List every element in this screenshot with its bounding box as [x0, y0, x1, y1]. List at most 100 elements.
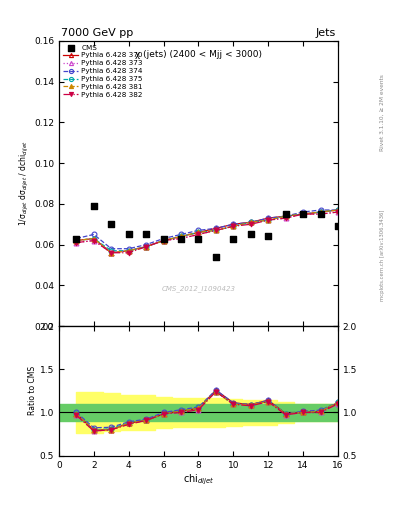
Pythia 6.428 382 — [283, 215, 288, 221]
Pythia 6.428 370 — [336, 207, 340, 213]
Pythia 6.428 373 — [179, 236, 184, 242]
Pythia 6.428 375 — [213, 227, 218, 233]
Pythia 6.428 370 — [318, 209, 323, 215]
Line: Pythia 6.428 375: Pythia 6.428 375 — [74, 207, 340, 253]
Pythia 6.428 375 — [231, 223, 236, 229]
Pythia 6.428 382 — [144, 244, 149, 250]
Line: Pythia 6.428 373: Pythia 6.428 373 — [74, 209, 340, 255]
Pythia 6.428 382 — [248, 221, 253, 227]
Pythia 6.428 373 — [248, 219, 253, 225]
Pythia 6.428 375 — [144, 244, 149, 250]
Pythia 6.428 382 — [231, 223, 236, 229]
Pythia 6.428 375 — [74, 238, 79, 244]
Pythia 6.428 381 — [318, 209, 323, 215]
Bar — [59, 404, 338, 421]
Pythia 6.428 374 — [109, 246, 114, 252]
Pythia 6.428 373 — [213, 227, 218, 233]
Pythia 6.428 373 — [109, 250, 114, 256]
Y-axis label: Ratio to CMS: Ratio to CMS — [28, 366, 37, 415]
CMS — [248, 230, 254, 239]
Pythia 6.428 381 — [213, 227, 218, 233]
Pythia 6.428 374 — [231, 221, 236, 227]
Pythia 6.428 381 — [74, 238, 79, 244]
Pythia 6.428 370 — [231, 221, 236, 227]
CMS — [143, 230, 149, 239]
Text: CMS_2012_I1090423: CMS_2012_I1090423 — [162, 286, 235, 292]
Pythia 6.428 370 — [248, 219, 253, 225]
Pythia 6.428 370 — [196, 229, 201, 236]
Pythia 6.428 370 — [161, 238, 166, 244]
Pythia 6.428 381 — [92, 236, 96, 242]
Pythia 6.428 374 — [92, 231, 96, 238]
Pythia 6.428 381 — [248, 219, 253, 225]
Pythia 6.428 374 — [336, 207, 340, 213]
Pythia 6.428 382 — [127, 250, 131, 256]
Pythia 6.428 382 — [301, 211, 305, 217]
Pythia 6.428 374 — [74, 236, 79, 242]
Pythia 6.428 370 — [92, 236, 96, 242]
Pythia 6.428 374 — [301, 209, 305, 215]
Text: mcplots.cern.ch [arXiv:1306.3436]: mcplots.cern.ch [arXiv:1306.3436] — [380, 209, 385, 301]
CMS — [160, 234, 167, 243]
CMS — [126, 230, 132, 239]
Pythia 6.428 370 — [109, 250, 114, 256]
Pythia 6.428 375 — [109, 248, 114, 254]
Pythia 6.428 373 — [196, 231, 201, 238]
Pythia 6.428 382 — [161, 238, 166, 244]
Legend: CMS, Pythia 6.428 370, Pythia 6.428 373, Pythia 6.428 374, Pythia 6.428 375, Pyt: CMS, Pythia 6.428 370, Pythia 6.428 373,… — [61, 43, 144, 99]
X-axis label: chi$_{dijet}$: chi$_{dijet}$ — [183, 472, 214, 487]
Pythia 6.428 374 — [144, 242, 149, 248]
CMS — [335, 222, 341, 230]
Pythia 6.428 381 — [161, 238, 166, 244]
Pythia 6.428 373 — [231, 223, 236, 229]
Pythia 6.428 370 — [266, 215, 271, 221]
Pythia 6.428 373 — [74, 240, 79, 246]
Text: Jets: Jets — [316, 28, 336, 38]
Pythia 6.428 382 — [92, 238, 96, 244]
Pythia 6.428 382 — [266, 217, 271, 223]
Pythia 6.428 382 — [213, 227, 218, 233]
Pythia 6.428 382 — [318, 211, 323, 217]
Pythia 6.428 381 — [266, 217, 271, 223]
Pythia 6.428 373 — [127, 248, 131, 254]
CMS — [283, 210, 289, 218]
CMS — [318, 210, 324, 218]
Pythia 6.428 381 — [301, 211, 305, 217]
Pythia 6.428 373 — [144, 244, 149, 250]
Pythia 6.428 370 — [283, 213, 288, 219]
Pythia 6.428 373 — [318, 211, 323, 217]
CMS — [230, 234, 237, 243]
Pythia 6.428 370 — [179, 233, 184, 240]
Pythia 6.428 382 — [336, 209, 340, 215]
CMS — [300, 210, 306, 218]
Pythia 6.428 374 — [161, 236, 166, 242]
Pythia 6.428 373 — [336, 209, 340, 215]
Pythia 6.428 370 — [127, 248, 131, 254]
CMS — [73, 234, 79, 243]
Pythia 6.428 381 — [336, 207, 340, 213]
Pythia 6.428 373 — [283, 215, 288, 221]
Line: Pythia 6.428 381: Pythia 6.428 381 — [74, 207, 340, 255]
Line: Pythia 6.428 382: Pythia 6.428 382 — [74, 209, 340, 255]
Pythia 6.428 381 — [144, 244, 149, 250]
Pythia 6.428 375 — [266, 217, 271, 223]
Pythia 6.428 374 — [213, 225, 218, 231]
Pythia 6.428 375 — [248, 219, 253, 225]
Pythia 6.428 374 — [127, 246, 131, 252]
Pythia 6.428 370 — [74, 238, 79, 244]
CMS — [195, 234, 202, 243]
Pythia 6.428 382 — [179, 236, 184, 242]
Pythia 6.428 374 — [248, 219, 253, 225]
Pythia 6.428 382 — [109, 250, 114, 256]
Pythia 6.428 375 — [318, 209, 323, 215]
Pythia 6.428 381 — [283, 213, 288, 219]
Pythia 6.428 370 — [144, 244, 149, 250]
Pythia 6.428 381 — [179, 233, 184, 240]
CMS — [108, 220, 114, 228]
Pythia 6.428 373 — [161, 238, 166, 244]
CMS — [91, 202, 97, 210]
Pythia 6.428 374 — [266, 215, 271, 221]
Pythia 6.428 373 — [301, 211, 305, 217]
Pythia 6.428 381 — [127, 248, 131, 254]
Pythia 6.428 375 — [161, 238, 166, 244]
